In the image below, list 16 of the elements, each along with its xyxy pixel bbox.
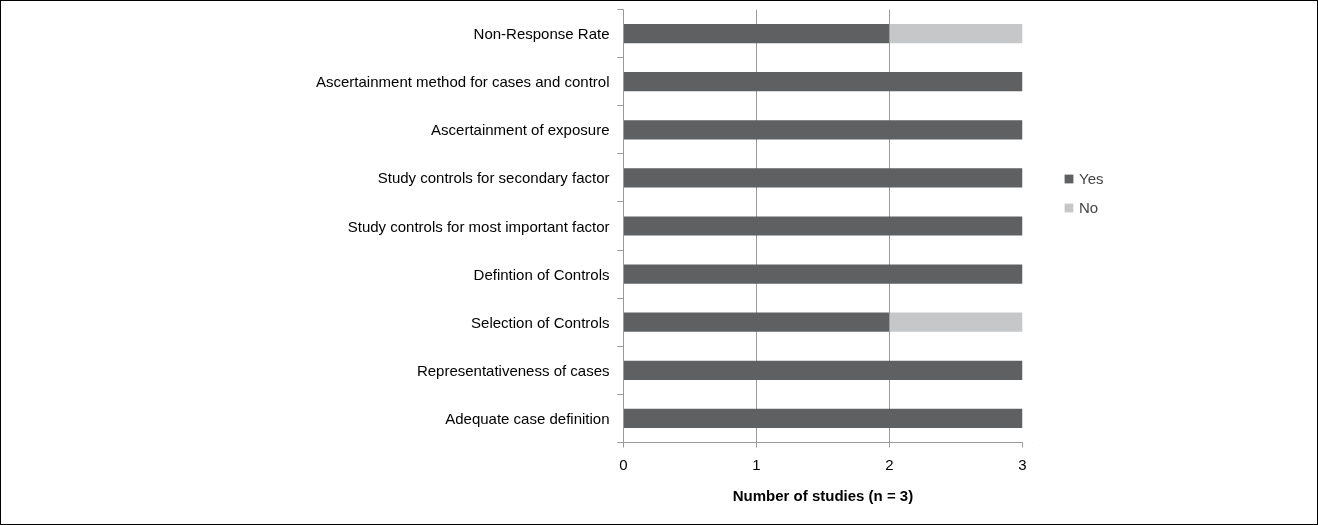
y-tick-label: Ascertainment method for cases and control [316, 73, 610, 91]
y-tick-label: Selection of Controls [471, 313, 610, 331]
x-tick-label: 2 [885, 455, 894, 473]
x-tick-label: 0 [619, 455, 628, 473]
y-tick-label: Representativeness of cases [416, 361, 610, 379]
legend-label: No [1079, 199, 1099, 216]
y-tick-label: Study controls for secondary factor [377, 169, 610, 187]
x-tick-label: 1 [752, 455, 761, 473]
y-tick-label: Adequate case definition [445, 409, 610, 427]
x-axis-title: Number of studies (n = 3) [732, 486, 914, 504]
y-tick-label: Ascertainment of exposure [431, 121, 610, 139]
y-tick-label: Non-Response Rate [473, 25, 610, 43]
legend-label: Yes [1079, 170, 1104, 187]
x-tick-label: 3 [1018, 455, 1027, 473]
y-tick-label: Defintion of Controls [473, 265, 610, 283]
y-tick-label: Study controls for most important factor [347, 217, 610, 235]
